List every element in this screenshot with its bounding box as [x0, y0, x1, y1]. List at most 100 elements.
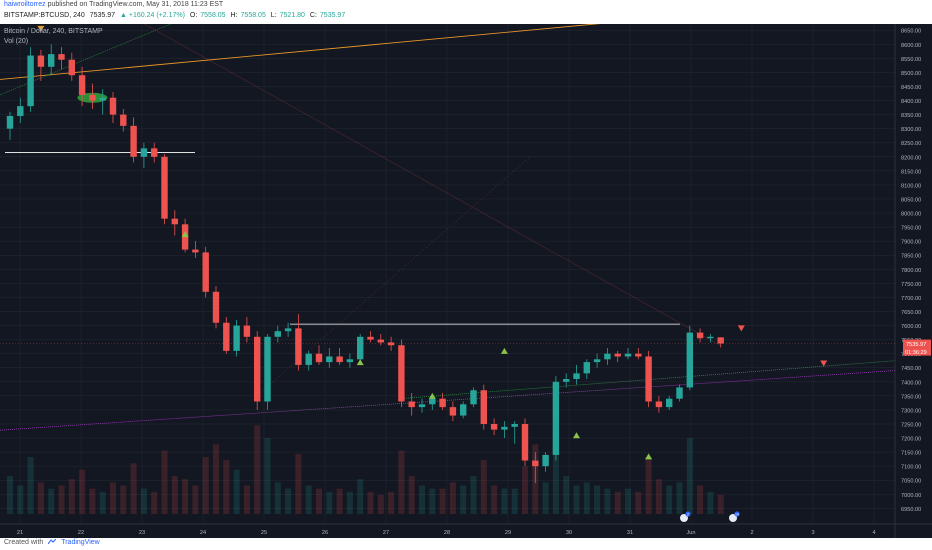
candlestick-chart[interactable]: 6950.00 7000.00 7050.00 7100.00 7150.00 7200.… — [0, 24, 932, 538]
candle-51 — [532, 452, 539, 484]
buy-signal-0 — [181, 231, 189, 238]
y-tick-label-17: 7800.00 — [901, 268, 921, 274]
x-tick-label-7: 28 — [444, 530, 450, 536]
volume-bar-31 — [326, 491, 333, 514]
candle-20 — [212, 286, 220, 329]
volume-bar-54 — [563, 476, 570, 514]
trendline-red-diagonal — [143, 24, 721, 346]
volume-bar-30 — [316, 488, 322, 514]
ohlc-close: 7535.97 — [319, 12, 346, 19]
candle-32 — [336, 348, 343, 365]
candle-body-59 — [614, 353, 621, 357]
candle-64 — [666, 395, 673, 410]
volume-bar-41 — [429, 488, 436, 514]
candle-16 — [171, 210, 178, 236]
author-link[interactable]: haiwroiltorrez — [4, 1, 46, 8]
last-price-tag: 7535.97 — [906, 342, 926, 348]
candle-31 — [326, 348, 333, 368]
candle-body-35 — [367, 336, 374, 340]
countdown-tag: 01:36:29 — [905, 350, 927, 356]
candle-body-13 — [140, 148, 148, 157]
volume-bar-68 — [707, 491, 714, 514]
candle-36 — [377, 333, 384, 346]
event-badge-count-0: 2 — [687, 513, 689, 517]
x-tick-label-12: 2 — [750, 530, 753, 536]
y-tick-label-34: 8650.00 — [901, 29, 921, 35]
volume-bar-5 — [58, 485, 65, 514]
candle-67 — [696, 328, 704, 343]
candle-body-53 — [552, 381, 560, 455]
volume-bar-14 — [151, 491, 158, 514]
candle-body-34 — [357, 336, 364, 360]
candle-35 — [367, 331, 374, 343]
volume-bar-36 — [377, 495, 384, 514]
x-tick-label-9: 30 — [566, 530, 572, 536]
candle-body-0 — [6, 116, 14, 129]
y-tick-label-30: 8450.00 — [901, 85, 921, 91]
candle-56 — [583, 359, 590, 379]
candle-body-38 — [398, 345, 405, 402]
ohlc-high: 7558.05 — [240, 12, 266, 19]
volume-bar-34 — [357, 479, 364, 514]
ohlc-low-label: L: — [270, 12, 277, 19]
brand-link[interactable]: TradingView — [61, 539, 100, 546]
volume-bar-66 — [686, 438, 693, 514]
volume-bar-0 — [7, 476, 13, 514]
candle-body-56 — [583, 362, 590, 374]
candle-body-11 — [120, 114, 127, 126]
x-tick-label-2: 23 — [139, 530, 145, 536]
candle-body-60 — [624, 353, 632, 357]
chart-panel[interactable]: 6950.00 7000.00 7050.00 7100.00 7150.00 7200.… — [0, 24, 932, 538]
x-tick-label-13: 3 — [811, 530, 814, 536]
candle-6 — [68, 52, 75, 81]
volume-bar-52 — [542, 482, 549, 514]
y-tick-label-33: 8600.00 — [901, 43, 921, 49]
series-legend: Bitcoin / Dollar, 240, BITSTAMP — [4, 28, 103, 35]
volume-bar-35 — [367, 491, 374, 514]
candle-69 — [717, 337, 724, 348]
candle-body-46 — [480, 390, 487, 424]
volume-bar-53 — [552, 419, 559, 514]
candle-body-69 — [717, 337, 724, 344]
ohlc-close-label: C: — [309, 12, 317, 19]
volume-bar-4 — [48, 488, 55, 514]
volume-bar-46 — [480, 460, 487, 514]
y-tick-label-2: 7050.00 — [901, 479, 921, 485]
candle-body-64 — [666, 398, 673, 408]
candle-body-33 — [346, 359, 354, 363]
candle-49 — [511, 421, 518, 444]
y-tick-label-1: 7000.00 — [901, 493, 921, 499]
volume-bar-20 — [213, 444, 219, 514]
candle-body-32 — [336, 356, 343, 363]
sell-signal-2 — [820, 360, 828, 367]
candle-body-39 — [408, 401, 415, 408]
y-tick-label-15: 7700.00 — [901, 296, 921, 302]
candle-55 — [573, 364, 580, 385]
volume-bar-2 — [27, 457, 34, 514]
candle-68 — [707, 333, 714, 343]
candle-37 — [387, 336, 395, 351]
volume-bar-18 — [192, 485, 199, 514]
candle-40 — [418, 398, 426, 413]
ohlc-open: 7558.05 — [200, 12, 226, 19]
y-tick-label-6: 7250.00 — [901, 422, 921, 428]
candle-63 — [655, 395, 663, 413]
y-tick-label-19: 7900.00 — [901, 240, 921, 246]
volume-bar-48 — [501, 488, 508, 514]
footer-text: Created with TradingView — [4, 539, 100, 546]
volume-bar-56 — [583, 482, 590, 514]
candle-body-24 — [254, 336, 261, 402]
countdown-tag-bg — [903, 347, 931, 356]
candle-body-41 — [429, 398, 436, 405]
volume-bar-29 — [305, 485, 312, 514]
candle-13 — [140, 142, 148, 169]
last-price-tag-bg — [903, 339, 931, 348]
candle-45 — [470, 387, 477, 408]
created-with-label: Created with — [4, 539, 44, 546]
trendline-green-upper — [0, 24, 172, 96]
ohlc-high-label: H: — [230, 12, 238, 19]
x-tick-label-1: 22 — [78, 530, 84, 536]
volume-bar-49 — [511, 488, 518, 514]
candle-body-47 — [490, 423, 498, 430]
sell-signal-0 — [37, 25, 45, 32]
